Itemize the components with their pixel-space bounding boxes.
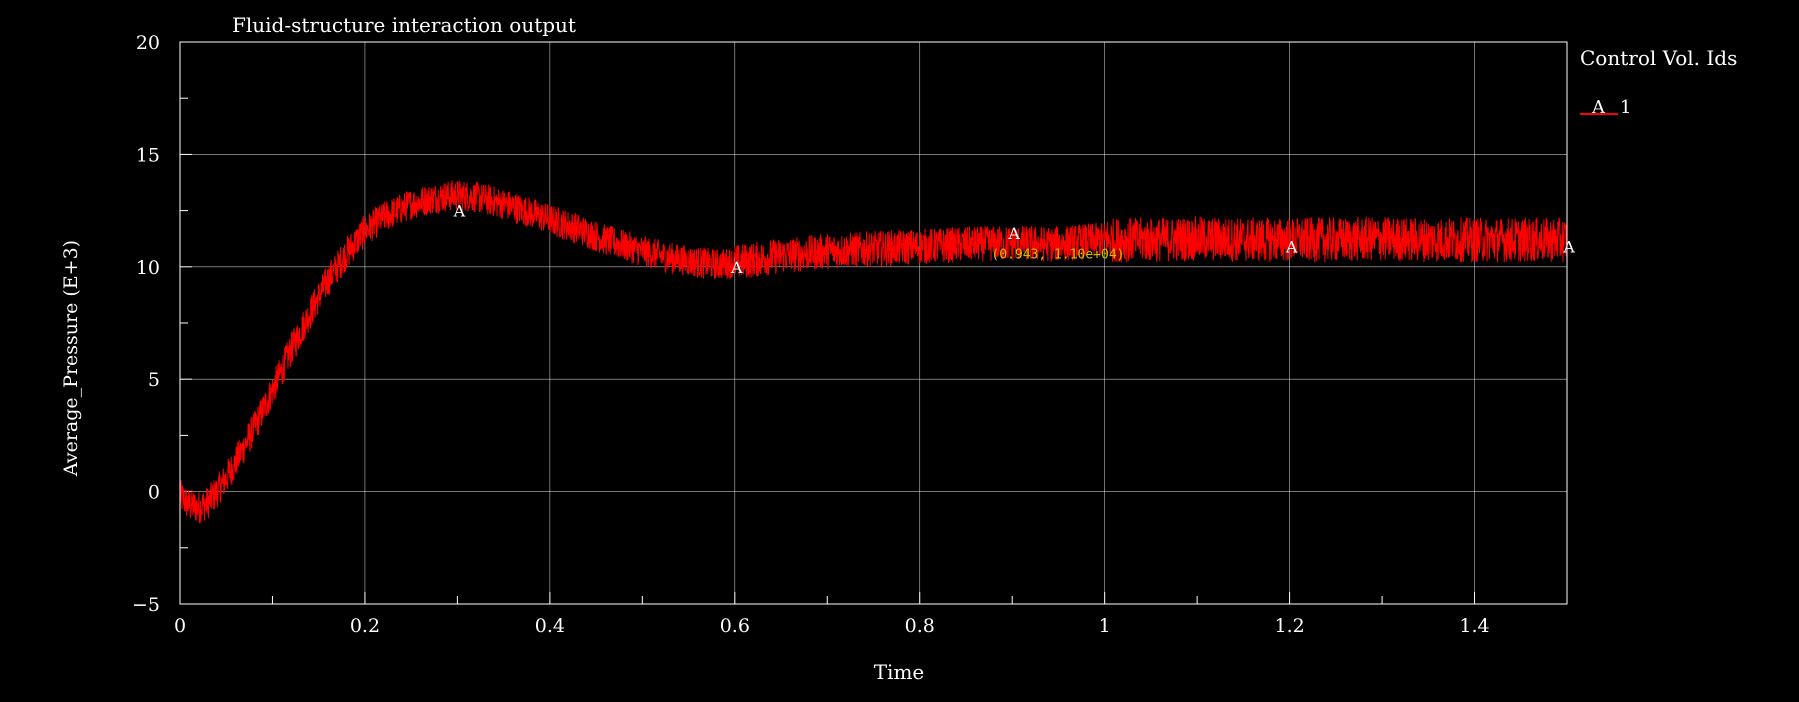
x-tick-label: 0.4 — [535, 615, 565, 637]
y-tick-labels: −5 0 5 10 15 20 — [132, 32, 160, 616]
x-tick-label: 1.2 — [1274, 615, 1304, 637]
minor-ticks — [179, 41, 1568, 605]
grid-lines — [180, 42, 1567, 604]
series-1-line — [179, 180, 1568, 523]
probe-readout: (0.943, 1.10e+04) — [991, 247, 1124, 262]
legend-label: 1 — [1620, 97, 1631, 118]
x-tick-label: 0.6 — [720, 615, 750, 637]
y-axis-label: Average_Pressure (E+3) — [60, 240, 82, 477]
x-tick-label: 1 — [1099, 615, 1111, 637]
y-tick-label: 0 — [148, 482, 160, 504]
legend-marker: A — [1591, 97, 1606, 118]
series-marker-a: A — [453, 202, 466, 221]
y-tick-label: −5 — [132, 594, 160, 616]
series-marker-a: A — [730, 258, 743, 277]
x-tick-label: 0.2 — [350, 615, 380, 637]
x-tick-label: 0.8 — [905, 615, 935, 637]
plot-frame — [179, 41, 1568, 605]
x-tick-labels: 0 0.2 0.4 0.6 0.8 1 1.2 1.4 — [174, 615, 1490, 637]
y-tick-label: 5 — [148, 369, 160, 391]
chart-title: Fluid-structure interaction output — [232, 13, 576, 37]
series-marker-a: A — [1007, 224, 1020, 243]
y-tick-label: 10 — [136, 257, 160, 279]
x-tick-label: 1.4 — [1459, 615, 1489, 637]
legend-title: Control Vol. Ids — [1580, 46, 1737, 70]
x-tick-label: 0 — [174, 615, 186, 637]
series-marker-a: A — [1285, 238, 1298, 257]
y-tick-label: 15 — [136, 144, 160, 166]
series-marker-a: A — [1562, 238, 1575, 257]
series-1-markers: A A A A A — [453, 202, 1576, 277]
y-tick-label: 20 — [136, 32, 160, 54]
x-axis-label: Time — [874, 660, 925, 684]
